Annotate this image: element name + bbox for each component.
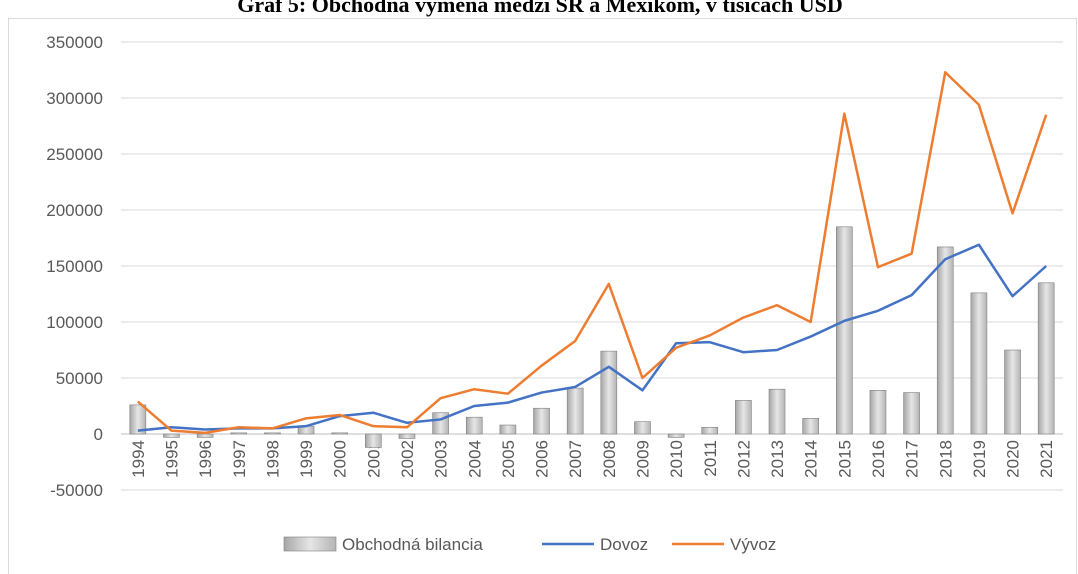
bar — [365, 433, 382, 448]
y-tick-label: 100000 — [46, 313, 103, 332]
x-tick-label: 2002 — [398, 440, 417, 478]
x-tick-label: 1996 — [196, 440, 215, 478]
x-tick-label: 1994 — [129, 440, 148, 478]
bar — [1037, 282, 1055, 435]
y-tick-label: -50000 — [50, 481, 103, 500]
x-tick-label: 2015 — [835, 440, 854, 478]
x-tick-label: 1998 — [263, 440, 282, 478]
x-tick-label: 2019 — [970, 440, 989, 478]
bar — [566, 387, 584, 435]
bar — [768, 388, 786, 435]
bar — [970, 292, 988, 435]
legend-label: Vývoz — [730, 535, 776, 554]
x-tick-label: 2001 — [364, 440, 383, 478]
x-tick-label: 2006 — [533, 440, 552, 478]
x-tick-label: 2004 — [465, 440, 484, 478]
bar — [398, 433, 416, 439]
bar — [600, 350, 618, 435]
line — [137, 243, 1048, 432]
bar — [163, 433, 180, 438]
x-tick-label: 2008 — [600, 440, 619, 478]
bar — [264, 432, 281, 435]
x-tick-label: 2009 — [633, 440, 652, 478]
x-tick-label: 2020 — [1004, 440, 1023, 478]
x-tick-label: 2018 — [936, 440, 955, 478]
legend-label: Obchodná bilancia — [342, 535, 483, 554]
bar — [129, 404, 147, 435]
bar — [802, 418, 819, 435]
x-tick-label: 2007 — [566, 440, 585, 478]
line — [137, 70, 1048, 435]
x-tick-label: 2014 — [802, 440, 821, 478]
chart-border — [8, 18, 1077, 574]
y-tick-label: 250000 — [46, 145, 103, 164]
legend-swatch — [283, 536, 337, 552]
bar — [1004, 349, 1021, 435]
bar — [836, 226, 853, 435]
y-tick-label: 0 — [94, 425, 103, 444]
y-tick-label: 350000 — [46, 33, 103, 52]
x-tick-label: 2017 — [903, 440, 922, 478]
x-tick-label: 1997 — [230, 440, 249, 478]
y-tick-label: 300000 — [46, 89, 103, 108]
x-tick-label: 2021 — [1037, 440, 1056, 478]
bar — [936, 246, 954, 435]
x-tick-label: 1999 — [297, 440, 316, 478]
bar — [701, 426, 719, 435]
x-tick-label: 2011 — [701, 440, 720, 477]
x-tick-label: 2005 — [499, 440, 518, 478]
bar — [667, 433, 685, 438]
bar — [465, 416, 483, 435]
x-tick-label: 2010 — [667, 440, 686, 478]
bar — [533, 407, 550, 435]
x-tick-label: 2016 — [869, 440, 888, 478]
x-tick-label: 2003 — [432, 440, 451, 478]
x-tick-label: 2012 — [734, 440, 753, 478]
bar — [499, 424, 517, 435]
legend-label: Dovoz — [600, 535, 648, 554]
bar — [869, 390, 887, 435]
bar — [634, 421, 651, 435]
x-tick-label: 2013 — [768, 440, 787, 478]
bar — [331, 432, 348, 435]
y-tick-label: 50000 — [56, 369, 103, 388]
bar — [735, 400, 752, 435]
chart-title: Graf 5: Obchodná výmena medzi SR a Mexik… — [237, 0, 843, 17]
bar — [903, 392, 920, 435]
bar — [230, 432, 248, 435]
bar — [196, 433, 214, 438]
y-tick-label: 150000 — [46, 257, 103, 276]
y-tick-label: 200000 — [46, 201, 103, 220]
x-tick-label: 2000 — [331, 440, 350, 478]
x-tick-label: 1995 — [162, 440, 181, 478]
